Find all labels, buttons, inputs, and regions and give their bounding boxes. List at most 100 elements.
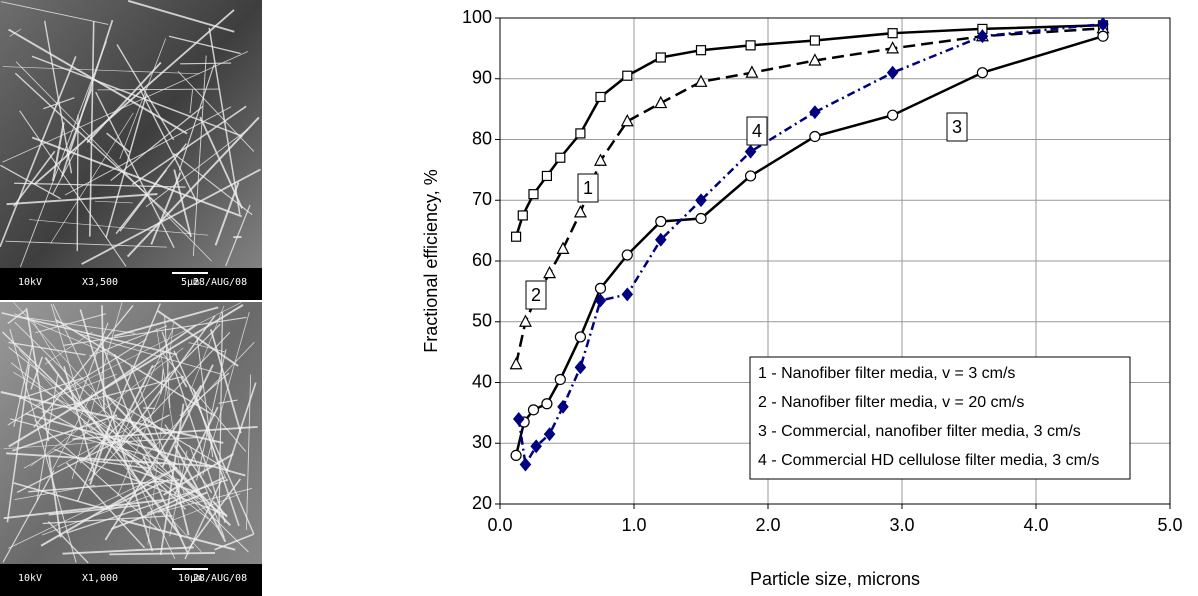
- fiber: [2, 66, 200, 75]
- fiber: [6, 193, 158, 206]
- fiber: [161, 331, 226, 524]
- y-tick-label: 40: [472, 371, 492, 391]
- fiber: [199, 116, 243, 209]
- fiber: [15, 61, 212, 262]
- data-point: [745, 40, 756, 51]
- fiber: [89, 423, 112, 485]
- data-point: [695, 212, 707, 225]
- annotation-box: [577, 173, 599, 203]
- fiber: [225, 204, 251, 267]
- data-point: [809, 130, 821, 143]
- data-point: [621, 287, 634, 302]
- fiber: [173, 406, 219, 496]
- annotation-box: [525, 280, 547, 310]
- fiber: [79, 309, 154, 552]
- fiber: [3, 442, 95, 450]
- fiber: [125, 417, 203, 499]
- data-point: [1097, 17, 1109, 32]
- fiber: [43, 20, 73, 174]
- fiber: [173, 350, 255, 535]
- x-tick-label: 1.0: [621, 515, 646, 535]
- fiber: [13, 150, 56, 207]
- fiber: [29, 219, 209, 236]
- data-point: [976, 29, 989, 44]
- fiber: [5, 240, 167, 248]
- legend-label: 2 - Nanofiber filter media, v = 20 cm/s: [758, 394, 1024, 411]
- data-point: [809, 105, 821, 120]
- fiber: [50, 112, 134, 244]
- y-axis-label: Fractional efficiency, %: [421, 169, 441, 352]
- fiber: [192, 55, 207, 257]
- fiber: [218, 399, 238, 404]
- image-caption: 10kV: [18, 573, 42, 584]
- data-point: [594, 293, 607, 308]
- data-point: [554, 373, 566, 386]
- caption-bar: [0, 268, 262, 300]
- fiber: [16, 414, 170, 493]
- fiber: [35, 313, 106, 334]
- fiber: [133, 469, 198, 494]
- fiber: [102, 364, 154, 463]
- fiber: [97, 88, 220, 91]
- fiber: [127, 0, 235, 33]
- fiber: [208, 27, 241, 215]
- fiber: [0, 164, 61, 200]
- fiber: [157, 310, 239, 367]
- data-point: [517, 210, 528, 221]
- fiber: [77, 303, 161, 502]
- y-tick-label: 50: [472, 311, 492, 331]
- fiber: [113, 306, 219, 337]
- fiber: [25, 412, 246, 477]
- fiber: [8, 304, 244, 448]
- data-point: [695, 45, 707, 56]
- data-point: [595, 91, 606, 103]
- fiber: [168, 35, 241, 55]
- fiber: [40, 466, 178, 547]
- fiber: [47, 521, 89, 564]
- annotation: 4: [752, 121, 762, 141]
- fiber: [60, 19, 114, 178]
- fiber: [14, 72, 192, 236]
- data-point: [512, 412, 525, 426]
- annotation: 1: [583, 178, 593, 198]
- fiber: [2, 51, 248, 163]
- data-point: [543, 265, 557, 279]
- fiber: [13, 371, 132, 444]
- fiber: [44, 331, 93, 365]
- plot-border: [499, 17, 1171, 505]
- fiber: [202, 311, 250, 476]
- fiber: [8, 473, 164, 549]
- fiber: [109, 552, 216, 556]
- fiber: [188, 478, 242, 549]
- fiber: [6, 364, 31, 523]
- image-caption: 10kV: [18, 277, 42, 288]
- fiber: [134, 462, 182, 481]
- fiber: [116, 328, 174, 447]
- fiber: [55, 318, 215, 417]
- chart: 20 30 40 50 60 70 80 90 100 0.0 1.0 2.0 3.0 4.0 5.0 Par…: [421, 7, 1183, 589]
- fiber: [89, 325, 168, 357]
- data-point: [655, 215, 667, 228]
- y-tick-label: 20: [472, 493, 492, 513]
- fiber: [13, 482, 107, 511]
- data-point: [510, 449, 522, 461]
- image-caption: X1,000: [82, 573, 118, 584]
- x-tick-label: 2.0: [755, 515, 780, 535]
- image-caption: 28/AUG/08: [193, 573, 247, 584]
- y-tick-label: 100: [462, 7, 492, 27]
- fiber: [105, 93, 148, 238]
- caption-bar: [0, 564, 262, 596]
- x-axis-label: Particle size, microns: [750, 569, 920, 589]
- fiber: [41, 490, 163, 536]
- fiber: [52, 304, 176, 560]
- data-point: [1097, 30, 1109, 42]
- fiber: [137, 436, 157, 471]
- data-point: [594, 282, 607, 294]
- data-point: [655, 232, 667, 247]
- data-point: [744, 144, 757, 159]
- data-point: [541, 398, 553, 410]
- annotation: 3: [952, 117, 962, 137]
- legend: [749, 356, 1131, 480]
